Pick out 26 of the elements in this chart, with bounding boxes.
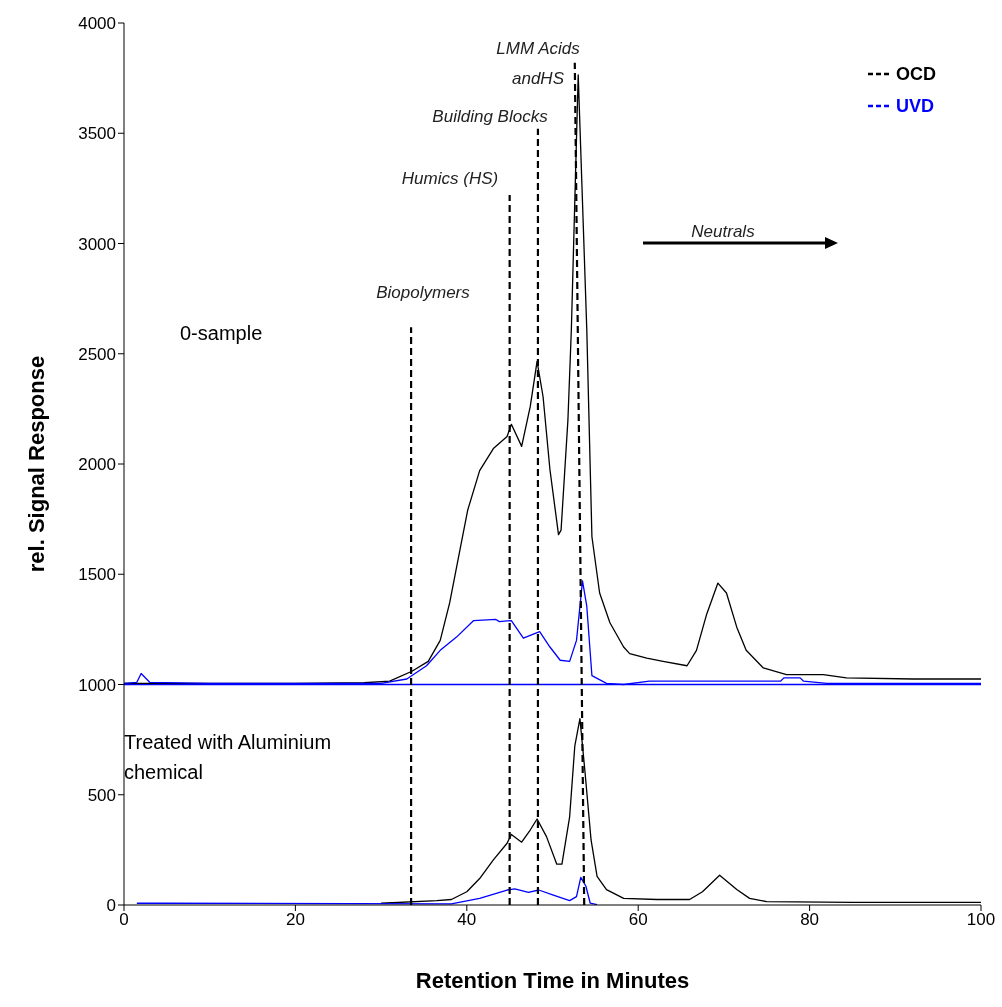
annotation: Treated with Aluminium chemical [124,730,333,785]
y-tick-label: 3500 [78,124,116,144]
legend-label: OCD [896,63,936,86]
legend-label: UVD [896,95,935,118]
x-tick-label: 60 [628,910,648,930]
y-tick-label: 3000 [78,234,116,254]
y-tick-label: 1000 [78,675,116,695]
x-tick-label: 80 [800,910,820,930]
y-tick-label: 4000 [78,14,116,34]
y-axis-title: rel. Signal Response [23,355,49,573]
annotation: Humics (HS) [401,169,499,189]
x-tick-label: 40 [457,910,477,930]
annotation: 0-sample [180,321,264,346]
annotation: LMM Acids andHS [496,39,581,89]
x-axis-title: Retention Time in Minutes [415,968,690,993]
y-tick-label: 1500 [78,565,116,585]
y-tick-label: 500 [87,785,116,805]
annotation: Neutrals [691,222,756,242]
annotation: Biopolymers [376,283,471,303]
y-tick-label: 2500 [78,344,116,364]
x-tick-label: 100 [966,910,996,930]
x-tick-label: 20 [285,910,305,930]
y-tick-label: 0 [106,896,116,916]
x-tick-label: 0 [119,910,129,930]
annotation: Building Blocks [432,107,549,127]
y-tick-label: 2000 [78,455,116,475]
